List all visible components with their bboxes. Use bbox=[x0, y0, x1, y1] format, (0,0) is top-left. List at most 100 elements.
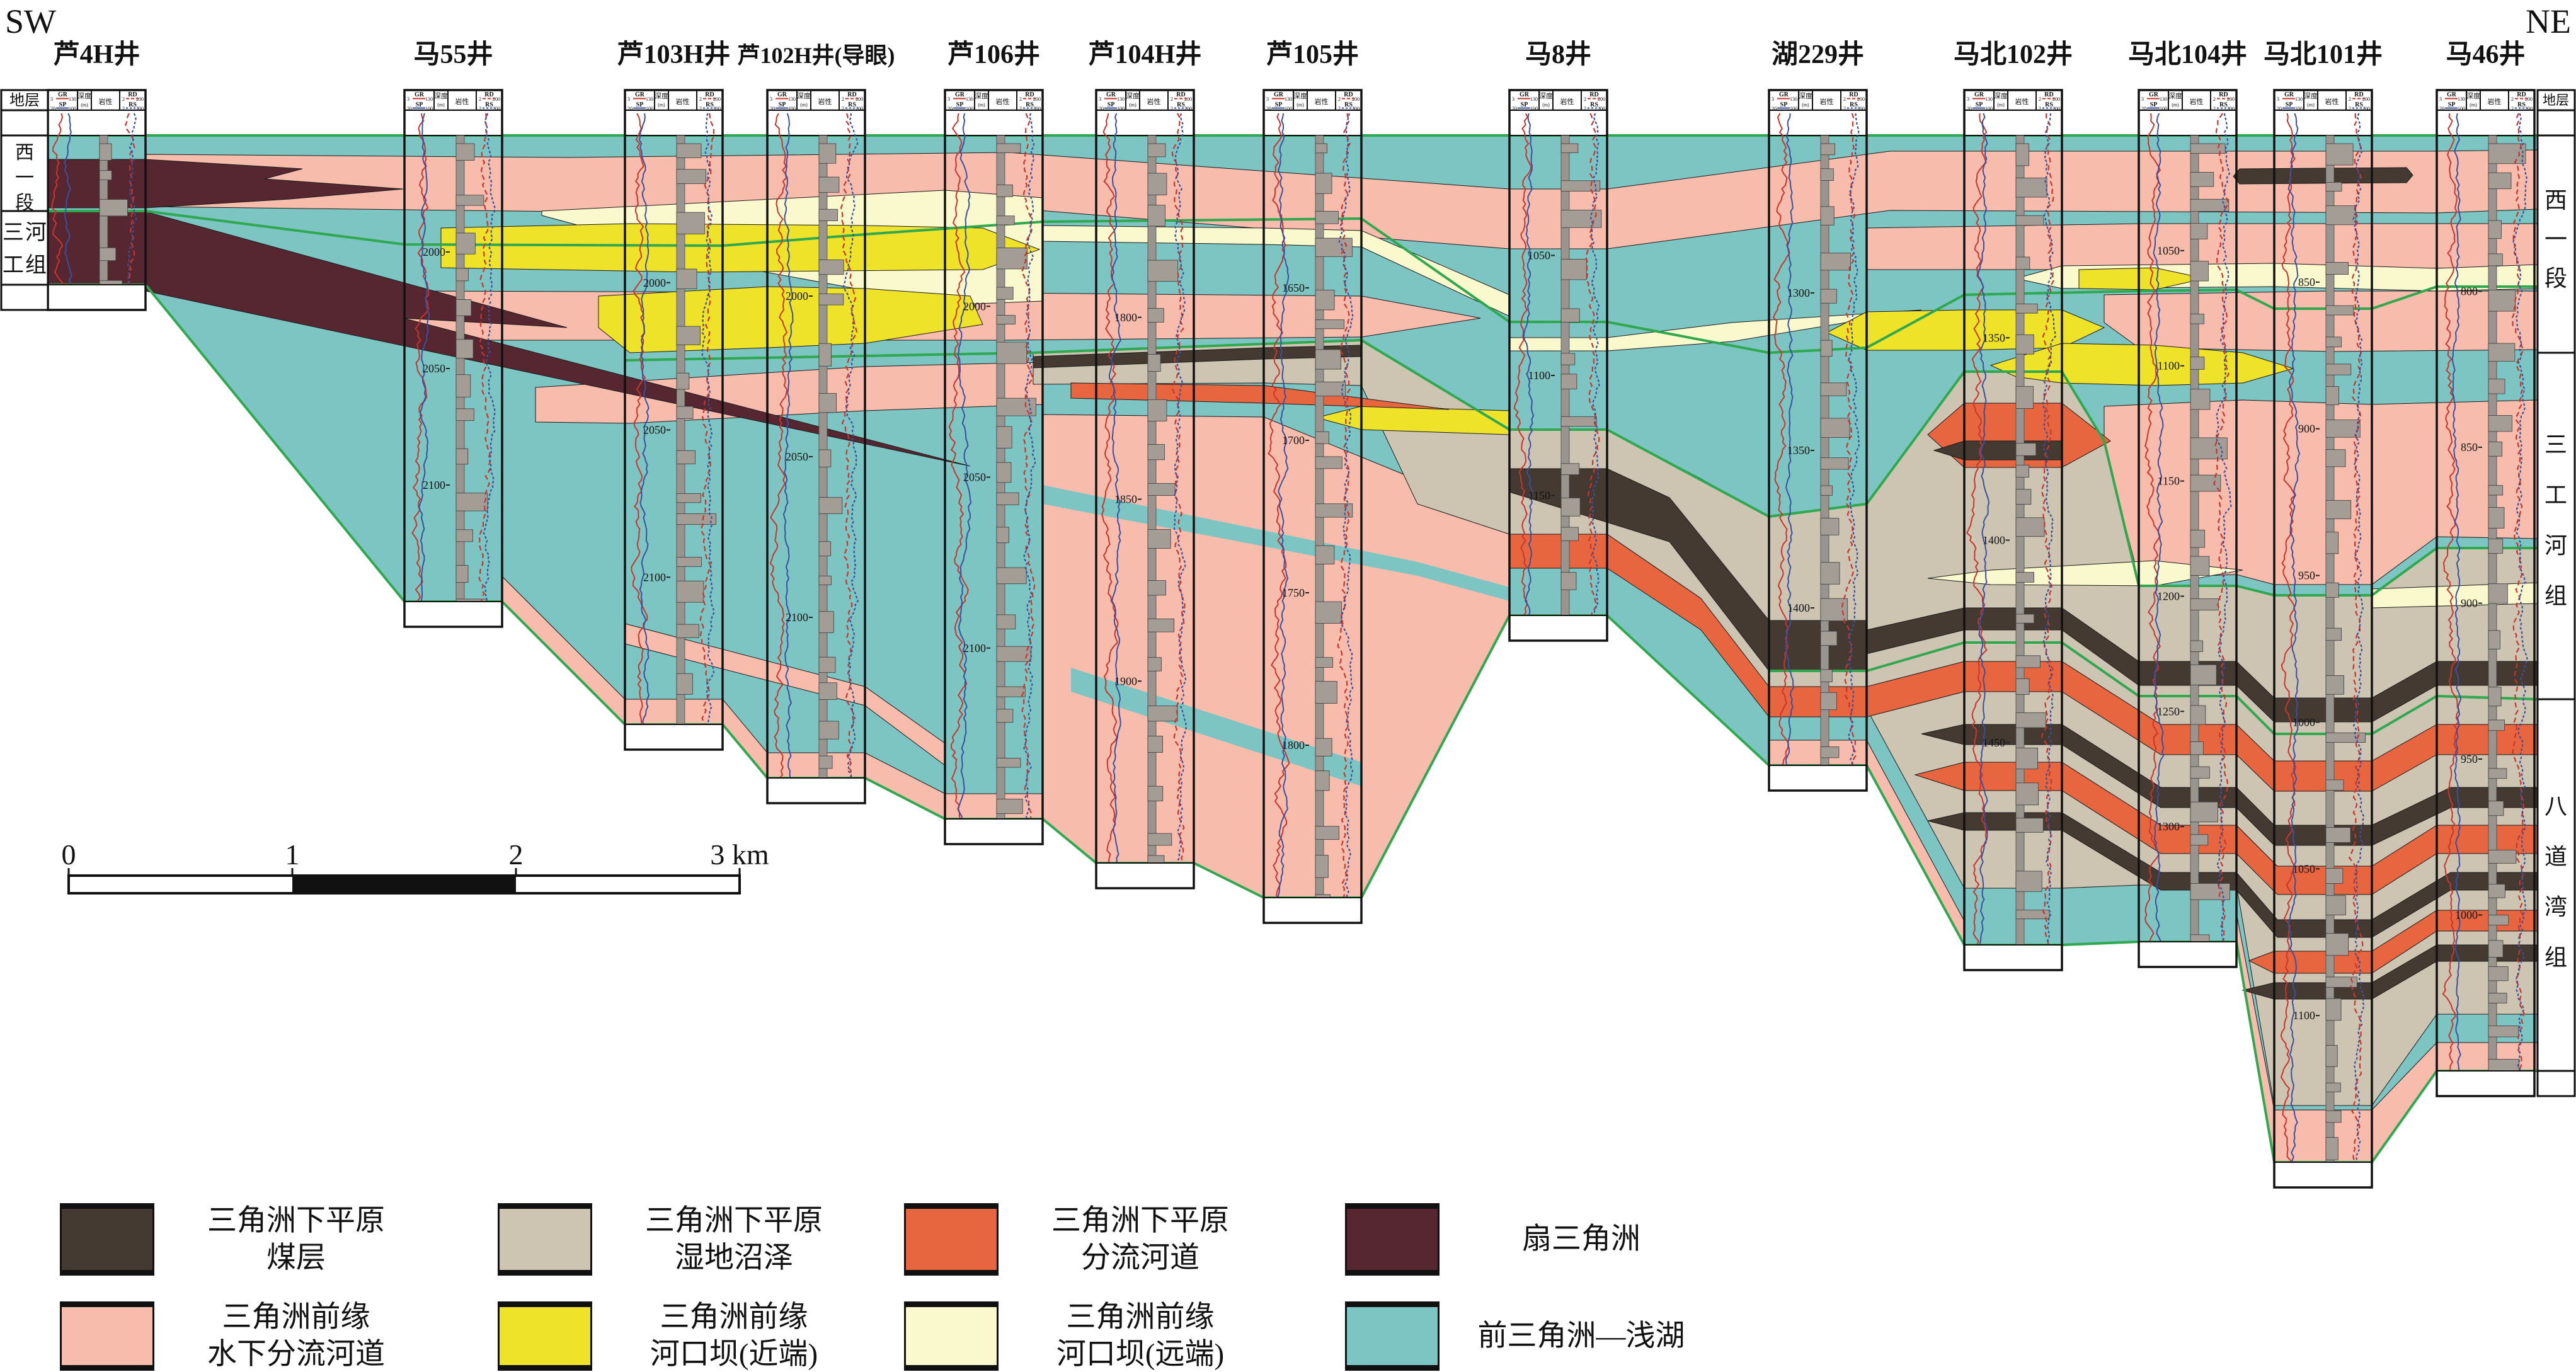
scale-bar: 0 1 2 3 km bbox=[62, 838, 769, 895]
rd-curve bbox=[478, 113, 491, 620]
correlation-line bbox=[1769, 641, 2538, 735]
header-label: SP bbox=[779, 101, 786, 108]
depth-label: 900 bbox=[2298, 423, 2315, 435]
lithology-block bbox=[1820, 518, 1840, 535]
facies-prodelta-lake-sliver bbox=[1071, 668, 1361, 786]
lithology-block bbox=[2325, 363, 2352, 375]
well-bottom-box bbox=[2274, 1162, 2373, 1188]
lithology-block bbox=[1147, 736, 1163, 753]
lithology-block bbox=[1315, 738, 1332, 757]
depth-label: 2050 bbox=[786, 450, 808, 463]
well-name: 马55井 bbox=[413, 40, 493, 69]
facies-coal-seam bbox=[2233, 167, 2413, 185]
header-label: GR bbox=[1779, 91, 1789, 98]
header-label: GR bbox=[955, 91, 965, 98]
header-label: 130 bbox=[2458, 96, 2465, 102]
well-border bbox=[1768, 89, 1868, 792]
gr-curve bbox=[769, 113, 788, 798]
header-label: 200 bbox=[2052, 106, 2060, 111]
rs-curve bbox=[2352, 113, 2366, 1184]
correlation-line bbox=[48, 210, 2538, 355]
header-label: RD bbox=[1589, 91, 1598, 98]
header-label: 3 bbox=[2439, 96, 2442, 102]
well-name: 马北102井 bbox=[1954, 40, 2073, 69]
lithology-block bbox=[996, 185, 1013, 197]
lithology-block bbox=[1560, 259, 1587, 280]
header-label: (m) bbox=[81, 102, 88, 108]
header-label: 20 bbox=[1099, 106, 1104, 111]
lithology-block bbox=[996, 614, 1016, 629]
header-label: 200 bbox=[493, 106, 500, 111]
depth-label: 1150 bbox=[1528, 489, 1550, 502]
lithology-block bbox=[1315, 381, 1346, 397]
lithology-block bbox=[2325, 779, 2344, 791]
orientation-ne-label: NE bbox=[2526, 3, 2571, 40]
lithology-block bbox=[996, 426, 1012, 449]
header-label: RS bbox=[2219, 101, 2228, 108]
header-label: 200 bbox=[2525, 106, 2533, 111]
header-label: 100 bbox=[646, 106, 653, 111]
lithology-block bbox=[2325, 205, 2357, 226]
depth-label: 1750 bbox=[1282, 586, 1305, 599]
lithology-block bbox=[2488, 687, 2502, 707]
lithology-block bbox=[2190, 801, 2218, 823]
header-label: 200 bbox=[136, 106, 144, 111]
lithology-block bbox=[676, 673, 693, 695]
lithology-block bbox=[2325, 449, 2346, 467]
header-label: 20 bbox=[1512, 106, 1517, 111]
lithology-block bbox=[2325, 386, 2339, 406]
depth-label: 1400 bbox=[1983, 534, 2005, 547]
facies-mouthbar-proximal bbox=[440, 223, 1041, 273]
header-label: SP bbox=[1108, 101, 1115, 108]
sp-curve bbox=[782, 113, 794, 798]
lithology-block bbox=[2015, 143, 2030, 166]
sp-curve bbox=[1976, 113, 1990, 964]
header-label: 20 bbox=[947, 106, 953, 111]
sp-curve bbox=[2451, 113, 2462, 1093]
facies-mouthbar-proximal bbox=[1989, 343, 2294, 386]
lithology-block bbox=[99, 247, 117, 261]
lithology-block bbox=[1147, 173, 1167, 195]
header-label: 2 bbox=[1019, 106, 1022, 111]
header-label: 深度 bbox=[1539, 91, 1553, 100]
lithology-block bbox=[2190, 705, 2206, 725]
lithology-block bbox=[996, 462, 1012, 483]
header-label: (m) bbox=[2307, 102, 2315, 108]
header-label: 深度 bbox=[2304, 91, 2318, 100]
header-label: 200 bbox=[856, 96, 863, 102]
lithology-block bbox=[1820, 457, 1849, 470]
lithology-block bbox=[2488, 966, 2509, 981]
lithology-block bbox=[818, 611, 834, 633]
header-label: 岩性 bbox=[455, 97, 469, 106]
header-label: RS bbox=[2355, 101, 2363, 108]
lithology-block bbox=[676, 580, 704, 603]
header-label: (m) bbox=[1997, 102, 2005, 108]
lithology-block bbox=[1147, 444, 1165, 460]
lithology-block bbox=[818, 209, 838, 221]
well-name: 芦105井 bbox=[1266, 40, 1359, 69]
header-label: 2 bbox=[479, 106, 481, 111]
depth-label: 1850 bbox=[1114, 493, 1137, 506]
lithology-block bbox=[1315, 349, 1341, 370]
header-label: 岩性 bbox=[2015, 97, 2029, 106]
lithology-block bbox=[2015, 386, 2034, 409]
lithology-block bbox=[818, 260, 844, 275]
header-label: 2 bbox=[2213, 106, 2216, 111]
lithology-block bbox=[2488, 442, 2503, 457]
lithology-block bbox=[996, 215, 1015, 226]
header-label: SP bbox=[2448, 101, 2456, 108]
lithology-block bbox=[2190, 766, 2210, 779]
header-label: 200 bbox=[1352, 96, 1360, 102]
well-predatum-box bbox=[47, 110, 146, 136]
header-label: 深度 bbox=[1126, 91, 1140, 100]
lithology-block bbox=[2190, 556, 2210, 576]
lithology-block bbox=[2015, 334, 2034, 355]
facies-fan-delta bbox=[47, 159, 404, 209]
header-label: RS bbox=[848, 101, 856, 108]
header-label: GR bbox=[2284, 91, 2294, 98]
lithology-block bbox=[455, 374, 471, 397]
well-bottom-box bbox=[1768, 765, 1867, 791]
